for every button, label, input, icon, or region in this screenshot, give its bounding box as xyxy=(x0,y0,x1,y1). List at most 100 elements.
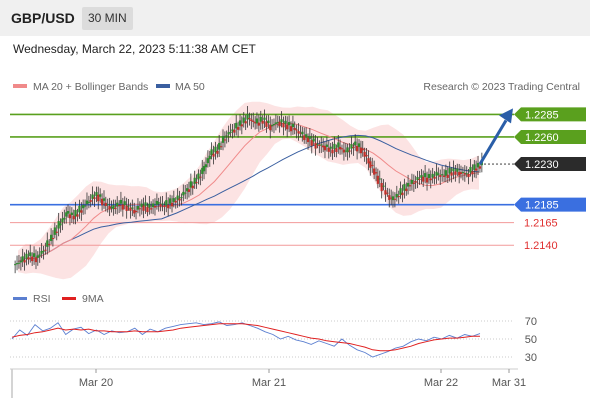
level-tag-1.2230: 1.2230 xyxy=(514,157,586,172)
candle-body xyxy=(299,132,302,134)
x-tick-label-3: Mar 31 xyxy=(492,377,526,389)
candle-body xyxy=(412,182,415,184)
symbol-label: GBP/USD xyxy=(11,10,75,26)
candle-body xyxy=(325,144,328,147)
candle-body xyxy=(195,182,198,184)
candle-body xyxy=(469,166,472,173)
candle-body xyxy=(471,171,474,175)
candle-body xyxy=(161,203,164,205)
candle-body xyxy=(459,172,463,174)
candle-body xyxy=(312,138,315,142)
level-label-1.2185: 1.2185 xyxy=(525,200,559,212)
candle-body xyxy=(316,143,319,145)
candle-body xyxy=(282,123,285,128)
candle-body xyxy=(356,146,359,152)
candle-body xyxy=(82,204,85,209)
candle-body xyxy=(397,196,400,198)
candle-body xyxy=(367,158,370,164)
candle-body xyxy=(176,195,179,200)
candle-body xyxy=(97,194,100,202)
candle-body xyxy=(314,142,317,149)
level-label-1.2285: 1.2285 xyxy=(525,109,559,121)
forecast-arrow-head xyxy=(499,108,513,124)
candle-body xyxy=(74,210,77,217)
candle-body xyxy=(287,122,291,126)
candle-body xyxy=(401,192,404,196)
level-tag-bg xyxy=(514,157,586,172)
candle-body xyxy=(435,171,438,176)
candle-body xyxy=(191,185,194,189)
candle-body xyxy=(267,120,270,124)
candle-body xyxy=(456,168,459,172)
candle-body xyxy=(140,203,143,207)
candle-body xyxy=(357,143,361,147)
candle-body xyxy=(329,146,332,149)
candle-body xyxy=(44,249,47,251)
candle-body xyxy=(388,195,391,200)
candle-body xyxy=(373,168,376,175)
candle-body xyxy=(219,146,223,148)
candle-body xyxy=(116,202,119,207)
candle-body xyxy=(261,120,264,124)
candle-body xyxy=(59,223,62,226)
candle-body xyxy=(14,264,17,266)
candle-body xyxy=(263,117,266,120)
candle-body xyxy=(331,149,334,154)
level-label-1.2140: 1.2140 xyxy=(524,240,558,252)
price-panel: 1.2285 1.2260 1.2230 1.2185 1.2165 1.2140 xyxy=(10,101,586,280)
candle-body xyxy=(363,151,366,157)
candle-body xyxy=(306,137,310,143)
candle-body xyxy=(233,129,236,133)
candle-body xyxy=(406,182,410,187)
candle-body xyxy=(244,121,247,124)
candle-body xyxy=(121,204,124,210)
candle-body xyxy=(346,147,349,153)
level-label-1.2260: 1.2260 xyxy=(525,132,559,144)
candle-body xyxy=(291,123,295,128)
timeframe-button[interactable]: 30 MIN xyxy=(82,7,133,30)
candle-body xyxy=(255,118,259,124)
candle-body xyxy=(425,177,429,183)
candle-body xyxy=(274,122,277,124)
candle-body xyxy=(184,192,187,194)
candle-body xyxy=(93,197,96,199)
rsi-9ma-line xyxy=(11,323,480,352)
candle-body xyxy=(214,146,217,153)
candle-body xyxy=(48,243,51,245)
candle-body xyxy=(431,173,434,178)
legend-label-rsi: RSI xyxy=(33,293,51,305)
candle-body xyxy=(342,149,346,153)
level-label-1.2230: 1.2230 xyxy=(525,159,559,171)
candle-body xyxy=(65,212,68,217)
candle-body xyxy=(89,200,92,202)
candle-body xyxy=(433,176,436,179)
candle-body xyxy=(476,162,480,168)
level-tag-1.2185: 1.2185 xyxy=(514,197,586,212)
candle-body xyxy=(344,150,347,152)
candle-body xyxy=(42,250,45,252)
bollinger-band xyxy=(18,101,479,280)
candle-body xyxy=(238,120,242,126)
rsi-line xyxy=(11,321,481,358)
candle-body xyxy=(320,144,323,146)
candle-body xyxy=(38,254,41,256)
rsi-tick-label-50: 50 xyxy=(525,334,537,346)
level-tag-bg xyxy=(514,197,586,212)
legend-label-ma50: MA 50 xyxy=(175,81,205,93)
candle-body xyxy=(36,255,39,258)
candle-body xyxy=(80,210,83,213)
candle-body xyxy=(138,208,141,210)
candle-body xyxy=(248,118,251,120)
ma20-line xyxy=(17,122,480,262)
candle-body xyxy=(151,203,155,208)
candle-body xyxy=(475,168,478,171)
candle-body xyxy=(461,171,465,173)
candle-body xyxy=(371,164,374,166)
candle-body xyxy=(333,143,336,149)
candle-body xyxy=(108,205,111,210)
candle-body xyxy=(78,205,81,213)
level-label-1.2165: 1.2165 xyxy=(524,218,558,230)
candle-body xyxy=(170,202,174,207)
candle-body xyxy=(51,238,55,240)
